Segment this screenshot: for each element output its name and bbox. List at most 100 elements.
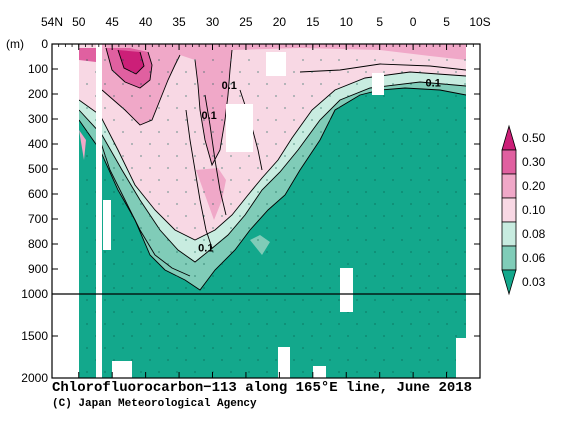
sample-dot	[257, 167, 259, 169]
sample-dot	[194, 275, 196, 277]
sample-dot	[257, 239, 259, 241]
sample-dot	[113, 71, 115, 73]
sample-dot	[194, 299, 196, 301]
sample-dot	[203, 359, 205, 361]
sample-dot	[176, 275, 178, 277]
sample-dot	[140, 179, 142, 181]
sample-dot	[86, 155, 88, 157]
colorbar-swatch	[501, 197, 517, 223]
sample-dot	[140, 59, 142, 61]
sample-dot	[167, 119, 169, 121]
sample-dot	[446, 131, 448, 133]
sample-dot	[275, 143, 277, 145]
sample-dot	[374, 323, 376, 325]
sample-dot	[140, 83, 142, 85]
sample-dot	[446, 59, 448, 61]
sample-dot	[347, 263, 349, 265]
sample-dot	[266, 131, 268, 133]
sample-dot	[365, 167, 367, 169]
colorbar-swatch	[501, 124, 517, 151]
no-data-gap	[103, 200, 111, 250]
contour-line	[99, 139, 191, 277]
sample-dot	[248, 275, 250, 277]
sample-dot	[140, 155, 142, 157]
sample-dot	[293, 167, 295, 169]
sample-dot	[392, 131, 394, 133]
no-data-gap	[266, 52, 286, 76]
sample-dot	[167, 239, 169, 241]
sample-dot	[275, 239, 277, 241]
sample-dot	[212, 107, 214, 109]
sample-dot	[221, 311, 223, 313]
sample-dot	[392, 155, 394, 157]
sample-dot	[446, 107, 448, 109]
sample-dot	[203, 191, 205, 193]
sample-dot	[86, 323, 88, 325]
sample-dot	[374, 131, 376, 133]
sample-dot	[446, 323, 448, 325]
sample-dot	[446, 275, 448, 277]
contour-line	[299, 63, 467, 73]
sample-dot	[455, 119, 457, 121]
sample-dot	[320, 59, 322, 61]
sample-dot	[329, 335, 331, 337]
sample-dot	[455, 263, 457, 265]
sample-dot	[221, 71, 223, 73]
sample-dot	[356, 155, 358, 157]
sample-dot	[212, 275, 214, 277]
sample-dot	[248, 227, 250, 229]
sample-dot	[284, 275, 286, 277]
sample-dot	[248, 203, 250, 205]
sample-dot	[149, 143, 151, 145]
sample-dot	[464, 227, 466, 229]
sample-dot	[320, 83, 322, 85]
sample-dot	[248, 155, 250, 157]
sample-dot	[131, 191, 133, 193]
sample-dot	[410, 227, 412, 229]
colorbar-swatch	[501, 269, 517, 296]
sample-dot	[356, 131, 358, 133]
colorbar-swatch	[501, 221, 517, 247]
sample-dot	[149, 239, 151, 241]
sample-dot	[293, 263, 295, 265]
sample-dot	[131, 143, 133, 145]
sample-dot	[293, 119, 295, 121]
sample-dot	[464, 107, 466, 109]
y-tick-label: 600	[28, 187, 48, 201]
sample-dot	[338, 83, 340, 85]
sample-dot	[104, 155, 106, 157]
sample-dot	[311, 191, 313, 193]
sample-dot	[410, 59, 412, 61]
sample-dot	[140, 227, 142, 229]
sample-dot	[329, 167, 331, 169]
sample-dot	[338, 203, 340, 205]
sample-dot	[140, 299, 142, 301]
sample-dot	[311, 359, 313, 361]
sample-dot	[401, 167, 403, 169]
sample-dot	[338, 59, 340, 61]
sample-dot	[203, 263, 205, 265]
sample-dot	[428, 275, 430, 277]
x-tick-label: 5	[443, 15, 450, 29]
sample-dot	[419, 167, 421, 169]
concentration-band	[79, 44, 466, 240]
sample-dot	[464, 179, 466, 181]
sample-dot	[311, 215, 313, 217]
sample-dot	[239, 335, 241, 337]
y-tick-label: 100	[28, 62, 48, 76]
sample-dot	[428, 59, 430, 61]
sample-dot	[365, 311, 367, 313]
sample-dot	[203, 287, 205, 289]
sample-dot	[293, 215, 295, 217]
sample-dot	[455, 311, 457, 313]
contour-label: 0.1	[198, 243, 213, 255]
sample-dot	[437, 287, 439, 289]
sample-dot	[248, 59, 250, 61]
sample-dot	[302, 83, 304, 85]
sample-dot	[86, 251, 88, 253]
sample-dot	[338, 347, 340, 349]
sample-dot	[221, 167, 223, 169]
sample-dot	[410, 203, 412, 205]
sample-dot	[239, 95, 241, 97]
